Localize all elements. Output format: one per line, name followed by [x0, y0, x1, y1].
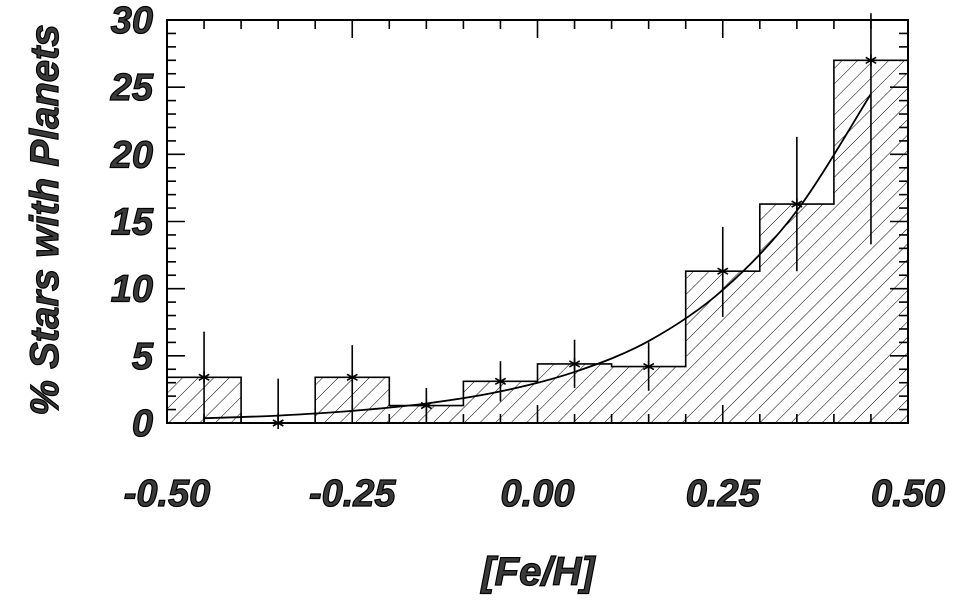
- data-point-marker: [717, 265, 729, 278]
- x-tick-label: 0.25: [686, 473, 761, 515]
- data-point-marker: [643, 360, 655, 373]
- data-point-marker: [865, 54, 877, 67]
- data-point-marker: [494, 375, 507, 388]
- y-tick-label: 25: [110, 67, 154, 109]
- y-tick-label: 30: [111, 0, 153, 42]
- data-point-marker: [568, 357, 581, 370]
- axis-ticks: [166, 19, 909, 424]
- x-axis-label: [Fe/H]: [479, 550, 596, 594]
- y-axis-label: % Stars with Planets: [23, 24, 67, 415]
- fit-curve-line: [204, 93, 872, 420]
- data-point-marker: [420, 399, 432, 412]
- x-tick-label: 0.50: [871, 473, 945, 515]
- x-tick-labels: -0.50 -0.25 0.00 0.25 0.50: [123, 472, 945, 515]
- y-tick-label: 5: [132, 336, 154, 378]
- x-tick-label: -0.25: [309, 473, 396, 515]
- x-tick-label: 0.00: [501, 473, 575, 515]
- y-tick-label: 15: [111, 202, 154, 244]
- data-point-marker: [346, 371, 358, 384]
- data-point-marker: [198, 371, 210, 384]
- y-tick-labels: 0 5 10 15 20 25 30: [109, 0, 154, 446]
- y-tick-label: 20: [110, 134, 153, 176]
- y-tick-label: 0: [132, 403, 153, 445]
- x-tick-label: -0.50: [124, 473, 211, 515]
- data-point-marker: [791, 198, 803, 211]
- histogram-bars: [167, 60, 908, 424]
- y-tick-label: 10: [111, 269, 153, 311]
